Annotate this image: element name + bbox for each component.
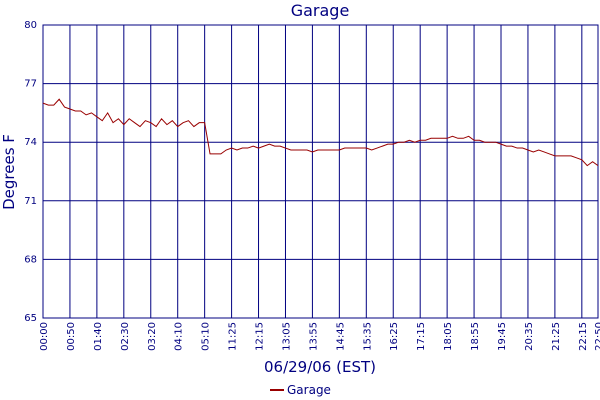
y-tick-label: 77 [24, 79, 37, 90]
plot-frame [42, 24, 599, 319]
x-tick-label: 21:25 [551, 322, 562, 351]
y-tick-label: 71 [24, 196, 37, 207]
x-tick-label: 18:55 [470, 322, 481, 351]
x-tick-label: 22:50 [594, 322, 600, 351]
y-tick-label: 68 [24, 254, 37, 265]
x-tick-label: 13:05 [281, 322, 292, 351]
x-tick-label: 17:15 [416, 322, 427, 351]
x-tick-label: 05:10 [201, 322, 212, 351]
x-tick-label: 00:00 [39, 322, 50, 351]
x-tick-label: 15:35 [362, 322, 373, 351]
y-tick-label: 74 [24, 137, 37, 148]
y-tick-label: 80 [24, 20, 37, 31]
x-tick-label: 04:10 [174, 322, 185, 351]
y-axis-label: Degrees F [0, 134, 18, 210]
x-tick-label: 02:30 [120, 322, 131, 351]
x-tick-label: 20:35 [524, 322, 535, 351]
x-tick-label: 12:15 [255, 322, 266, 351]
x-tick-label: 03:20 [147, 322, 158, 351]
x-tick-label: 11:25 [228, 322, 239, 351]
x-tick-label: 22:15 [578, 322, 589, 351]
y-tick-label: 65 [24, 313, 37, 324]
legend-label: Garage [287, 383, 331, 397]
x-tick-label: 00:50 [66, 322, 77, 351]
data-line [42, 98, 599, 167]
x-tick-label: 18:05 [443, 322, 454, 351]
chart-title: Garage [291, 1, 350, 20]
x-tick-label: 19:45 [497, 322, 508, 351]
x-tick-label: 14:45 [335, 322, 346, 351]
x-tick-label: 13:55 [308, 322, 319, 351]
x-tick-label: 01:40 [93, 322, 104, 351]
x-tick-label: 16:25 [389, 322, 400, 351]
x-axis-label: 06/29/06 (EST) [264, 358, 376, 376]
